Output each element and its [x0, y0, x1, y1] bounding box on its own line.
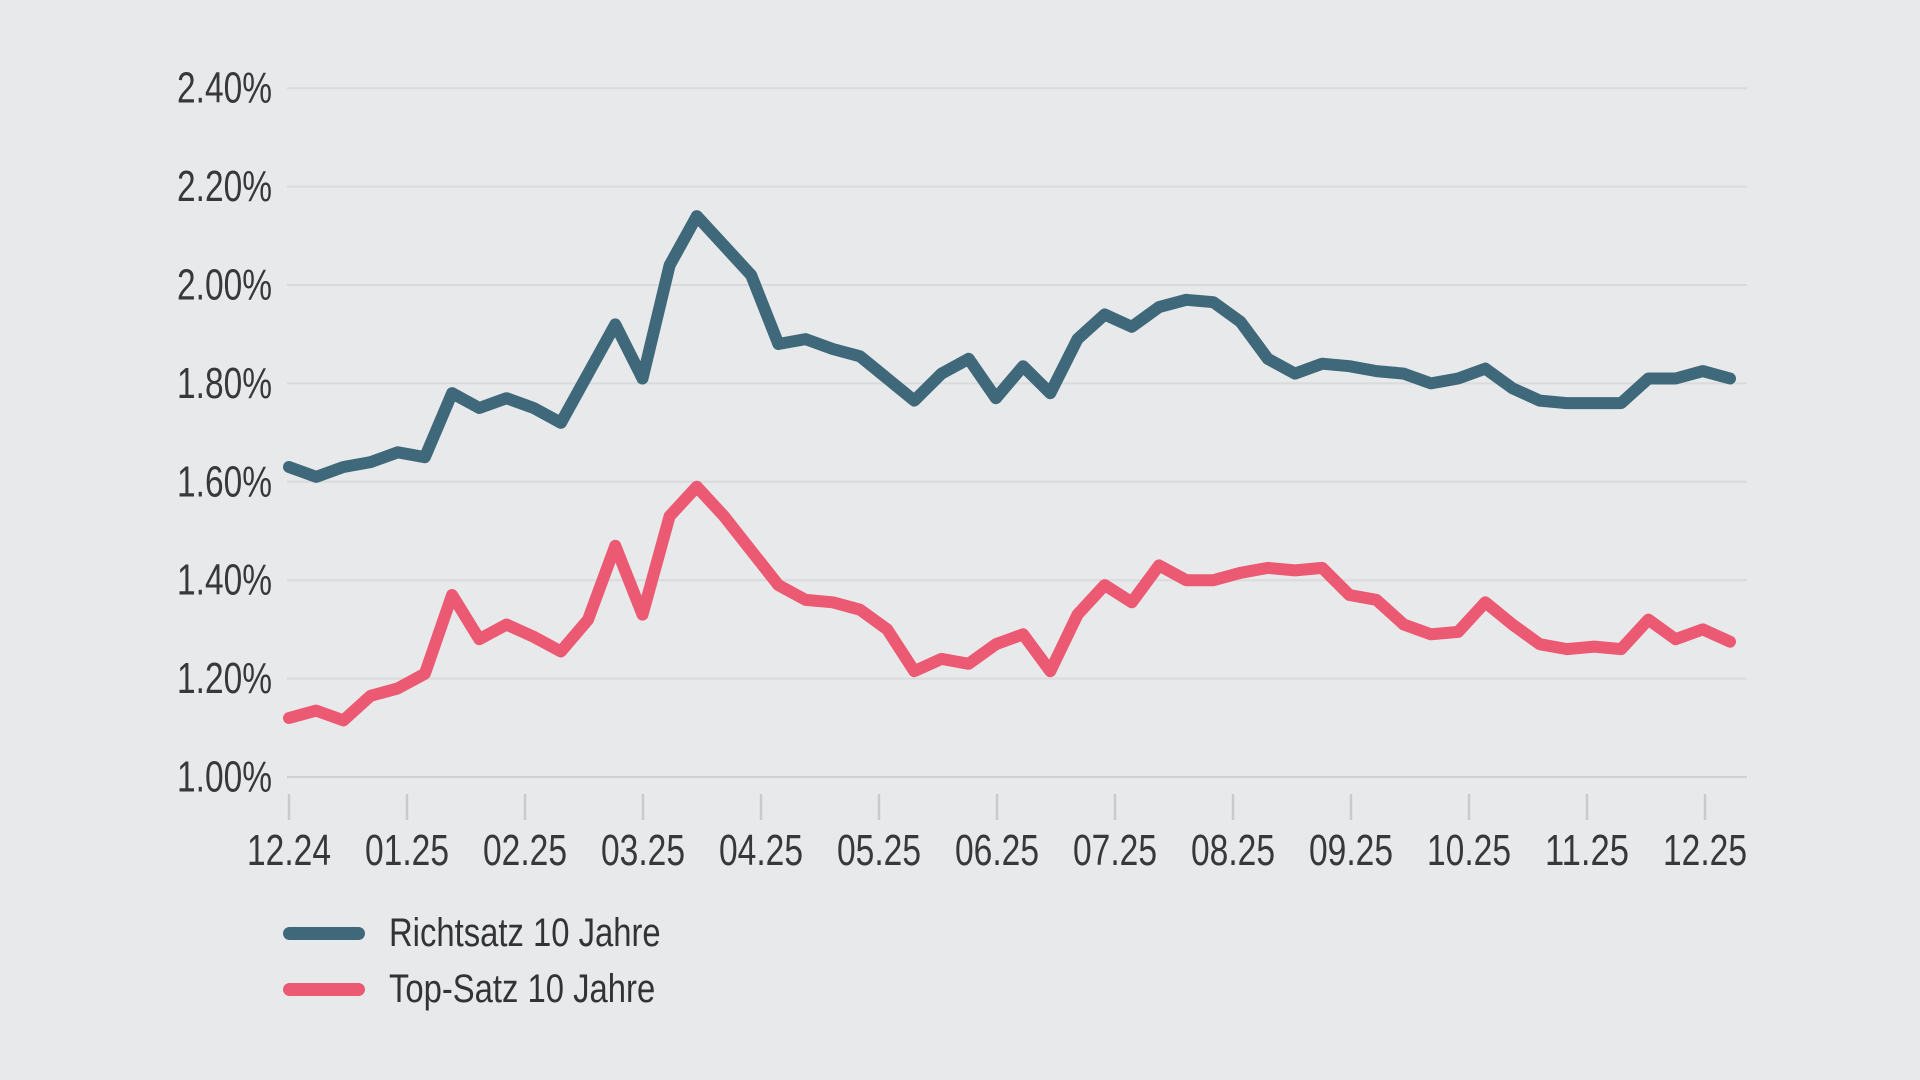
y-tick-label: 1.80% — [177, 359, 272, 408]
x-tick-label: 08.25 — [1191, 826, 1275, 875]
x-tick-label: 02.25 — [483, 826, 567, 875]
y-tick-label: 1.00% — [177, 753, 272, 802]
x-tick-label: 04.25 — [719, 826, 803, 875]
x-tick-label: 09.25 — [1309, 826, 1393, 875]
legend-item-richtsatz: Richtsatz 10 Jahre — [283, 910, 720, 955]
topsatz-legend-label: Top-Satz 10 Jahre — [389, 966, 656, 1011]
x-tick-label: 12.25 — [1663, 826, 1747, 875]
y-tick-label: 1.60% — [177, 457, 272, 506]
x-tick-label: 11.25 — [1545, 826, 1629, 875]
x-tick-label: 01.25 — [365, 826, 449, 875]
y-tick-label: 2.20% — [177, 162, 272, 211]
x-tick-label: 10.25 — [1427, 826, 1511, 875]
y-tick-label: 2.40% — [177, 64, 272, 113]
series-line-richtsatz — [283, 210, 1736, 483]
series-line-topsatz — [283, 480, 1736, 727]
x-tick-label: 07.25 — [1073, 826, 1157, 875]
x-tick-label: 05.25 — [837, 826, 921, 875]
richtsatz-legend-label: Richtsatz 10 Jahre — [389, 910, 661, 955]
y-tick-label: 1.20% — [177, 654, 272, 703]
x-tick-label: 06.25 — [955, 826, 1039, 875]
y-tick-label: 1.40% — [177, 556, 272, 605]
legend-item-topsatz: Top-Satz 10 Jahre — [283, 966, 720, 1011]
x-tick-label: 12.24 — [247, 826, 331, 875]
richtsatz-legend-swatch — [283, 926, 365, 940]
x-tick-label: 03.25 — [601, 826, 685, 875]
topsatz-legend-swatch — [283, 982, 365, 996]
y-tick-label: 2.00% — [177, 261, 272, 310]
legend: Richtsatz 10 Jahre Top-Satz 10 Jahre — [283, 910, 720, 1011]
